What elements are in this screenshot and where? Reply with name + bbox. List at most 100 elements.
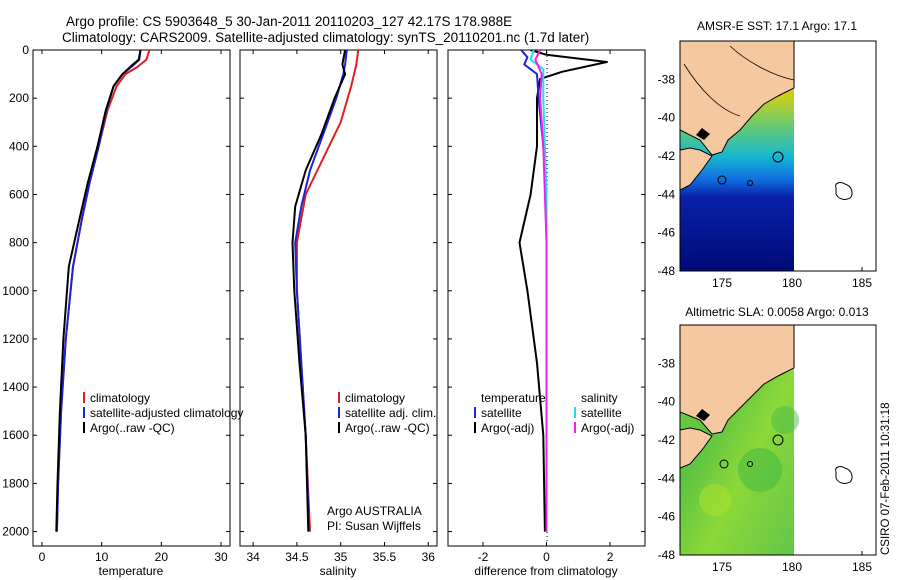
- sst-contour: [683, 63, 741, 117]
- salinity-axes: [239, 49, 438, 547]
- series-line: [518, 50, 608, 532]
- legend-heading-temperature: temperature: [481, 391, 546, 405]
- map-y-tick-label: -42: [658, 149, 676, 163]
- salinity-series-group: [291, 50, 360, 532]
- legend-heading-salinity: salinity: [581, 391, 618, 405]
- series-layer: [55, 50, 608, 532]
- y-tick-label: 200: [9, 91, 29, 105]
- south-island-land: [680, 427, 713, 469]
- legend-label: satellite: [581, 406, 622, 420]
- legend-swatch-sal-satellite: [574, 407, 576, 418]
- y-tick-label: 0: [22, 43, 29, 57]
- legend-swatch-argo: [338, 422, 340, 433]
- cook-strait-coast: [696, 409, 710, 421]
- sla-patch: [699, 484, 731, 516]
- map-y-tick-label: -48: [658, 548, 676, 562]
- figure-title-line1: Argo profile: CS 5903648_5 30-Jan-2011 2…: [66, 14, 513, 29]
- chatham-island: [835, 182, 853, 200]
- difference-legend: temperature satellite Argo(-adj) salinit…: [474, 391, 634, 435]
- legend-swatch-climatology: [338, 392, 340, 403]
- series-line: [294, 50, 348, 532]
- sst-map-title: AMSR-E SST: 17.1 Argo: 17.1: [697, 19, 857, 33]
- x-tick-label: 30: [214, 550, 228, 564]
- temperature-series-group: [55, 50, 151, 532]
- legend-swatch-temp-satellite: [474, 407, 476, 418]
- x-tick-label: 34: [246, 550, 260, 564]
- timestamp-stamp: CSIRO 07-Feb-2011 10:31:18: [880, 402, 892, 555]
- legend-label: Argo(..raw -QC): [345, 421, 430, 435]
- eddy-contour: [717, 175, 727, 185]
- x-tick-label: 35.5: [373, 550, 397, 564]
- legend-label: satellite-adjusted climatology: [90, 406, 243, 420]
- series-line: [291, 50, 347, 532]
- legend-label: Argo(-adj): [581, 421, 634, 435]
- map-y-tick-label: -40: [658, 395, 676, 409]
- legend-label: satellite: [481, 406, 522, 420]
- map-y-tick-label: -38: [658, 356, 676, 370]
- legend-label: Argo(..raw -QC): [90, 421, 175, 435]
- sla-patch: [738, 448, 782, 492]
- eddy-contour: [747, 180, 753, 186]
- south-island-land: [680, 147, 713, 191]
- difference-xlabel: difference from climatology: [474, 564, 617, 578]
- legend-label: climatology: [90, 391, 150, 405]
- y-tick-label: 1600: [2, 428, 29, 442]
- temperature-axes: [32, 49, 231, 547]
- y-tick-label: 1800: [2, 476, 29, 490]
- eddy-contour: [747, 461, 753, 467]
- map-x-tick-label: 175: [712, 276, 732, 290]
- map-y-tick-label: -40: [658, 111, 676, 125]
- map-y-tick-label: -46: [658, 510, 676, 524]
- x-tick-label: 2: [607, 550, 614, 564]
- x-tick-label: 35: [334, 550, 348, 564]
- north-island-land: [680, 325, 795, 435]
- x-tick-label: 0: [543, 550, 550, 564]
- sla-map: [679, 324, 877, 556]
- argo-float-marker: [772, 151, 784, 163]
- salinity-xlabel: salinity: [320, 564, 357, 578]
- legend-swatch-argo: [83, 422, 85, 433]
- map-x-tick-label: 180: [782, 276, 802, 290]
- legend-swatch-satellite: [83, 407, 85, 418]
- map-y-tick-label: -44: [658, 471, 676, 485]
- cook-strait-coast: [696, 128, 710, 140]
- x-tick-label: 20: [155, 550, 169, 564]
- legend-swatch-temp-argo: [474, 422, 476, 433]
- argo-float-marker: [772, 434, 784, 446]
- y-tick-label: 400: [9, 139, 29, 153]
- map-y-tick-label: -48: [658, 264, 676, 278]
- figure-title-line2: Climatology: CARS2009. Satellite-adjuste…: [62, 30, 590, 45]
- map-x-tick-label: 180: [782, 560, 802, 574]
- sst-map-frame: [679, 40, 877, 272]
- legend-label: climatology: [345, 391, 405, 405]
- y-tick-label: 600: [9, 187, 29, 201]
- difference-series-group: [518, 50, 608, 532]
- y-tick-label: 1200: [2, 332, 29, 346]
- x-tick-label: 0: [39, 550, 46, 564]
- eddy-contour: [719, 459, 729, 469]
- series-line: [529, 50, 548, 532]
- series-line: [534, 50, 548, 532]
- argo-program-label: Argo AUSTRALIA: [327, 504, 422, 518]
- legend-swatch-climatology: [83, 392, 85, 403]
- sst-map: [679, 40, 877, 272]
- y-tick-label: 1000: [2, 284, 29, 298]
- temperature-xlabel: temperature: [99, 564, 164, 578]
- map-x-tick-label: 185: [852, 276, 872, 290]
- temperature-legend: climatology satellite-adjusted climatolo…: [83, 391, 243, 435]
- sla-map-title: Altimetric SLA: 0.0058 Argo: 0.013: [685, 305, 869, 319]
- legend-label: Argo(-adj): [481, 421, 534, 435]
- sla-map-frame: [679, 324, 877, 556]
- x-tick-label: -2: [478, 550, 489, 564]
- sst-contour: [729, 45, 795, 81]
- x-tick-label: 34.5: [285, 550, 309, 564]
- salinity-legend: climatology satellite adj. clim. Argo(..…: [338, 391, 436, 435]
- y-tick-label: 2000: [2, 525, 29, 539]
- map-y-tick-label: -42: [658, 433, 676, 447]
- map-y-tick-label: -38: [658, 72, 676, 86]
- x-tick-label: 36: [422, 550, 436, 564]
- map-y-tick-label: -46: [658, 226, 676, 240]
- y-tick-label: 800: [9, 236, 29, 250]
- north-island-land: [680, 41, 795, 156]
